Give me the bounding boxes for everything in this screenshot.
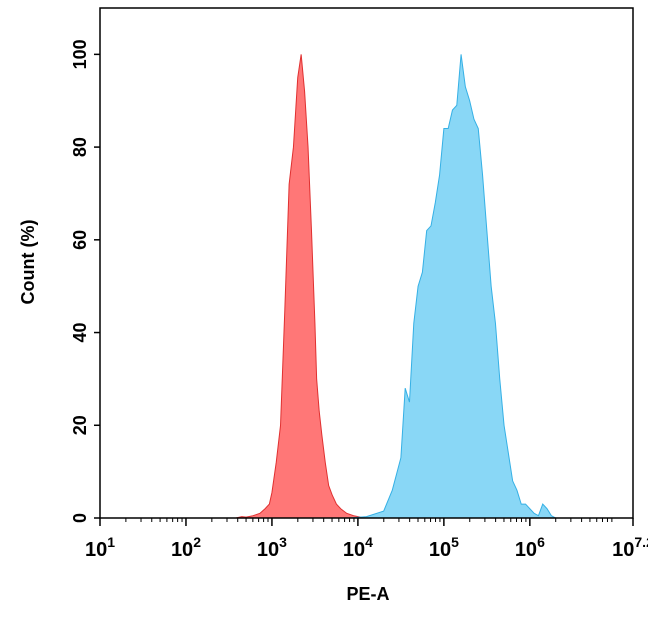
- y-axis-title: Count (%): [18, 220, 38, 305]
- x-tick-label: 103: [257, 534, 287, 561]
- ticks-layer: 0 20 40 60 80 100 101 102 103 104 105 106 107.2: [70, 7, 648, 561]
- y-tick-label: 40: [70, 323, 90, 343]
- x-tick-label: 101: [85, 534, 115, 561]
- x-tick-label: 106: [515, 534, 545, 561]
- x-tick-label: 105: [429, 534, 459, 561]
- x-axis-title: PE-A: [346, 584, 389, 604]
- x-tick-label: 107.2: [612, 534, 648, 561]
- histogram-series-2: [349, 54, 556, 519]
- y-tick-label: 100: [70, 39, 90, 69]
- y-tick-label: 0: [70, 513, 90, 523]
- histogram-series-1: [235, 54, 367, 519]
- x-tick-label: 104: [343, 534, 373, 561]
- y-tick-label: 80: [70, 137, 90, 157]
- x-tick-label: 102: [171, 534, 201, 561]
- y-tick-label: 20: [70, 415, 90, 435]
- series-layer: [235, 54, 556, 519]
- plot-frame: [99, 7, 634, 519]
- y-tick-label: 60: [70, 230, 90, 250]
